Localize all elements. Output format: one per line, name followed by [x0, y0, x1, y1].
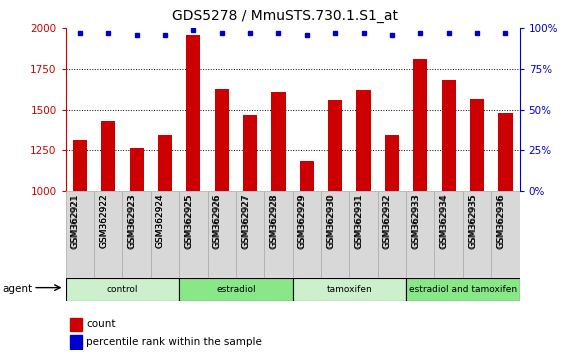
Bar — [179, 191, 207, 278]
Text: GSM362921: GSM362921 — [71, 194, 80, 249]
Text: GSM362925: GSM362925 — [184, 194, 194, 249]
Bar — [491, 191, 520, 278]
Text: GSM362925: GSM362925 — [184, 193, 194, 248]
Bar — [378, 191, 406, 278]
Bar — [292, 278, 406, 301]
Text: control: control — [107, 285, 138, 294]
Text: GSM362935: GSM362935 — [468, 193, 477, 248]
Text: GSM362934: GSM362934 — [440, 194, 449, 249]
Bar — [158, 135, 172, 191]
Bar — [300, 161, 314, 191]
Bar — [385, 135, 399, 191]
Text: GSM362935: GSM362935 — [468, 194, 477, 249]
Text: GSM362924: GSM362924 — [156, 194, 165, 249]
Text: GSM362930: GSM362930 — [326, 193, 335, 248]
Text: GSM362929: GSM362929 — [298, 194, 307, 249]
Bar — [207, 191, 236, 278]
Bar — [73, 140, 87, 191]
Text: GSM362932: GSM362932 — [383, 193, 392, 248]
Bar — [349, 191, 378, 278]
Text: GSM362926: GSM362926 — [213, 193, 222, 248]
Bar — [101, 121, 115, 191]
Text: tamoxifen: tamoxifen — [327, 285, 372, 294]
Bar — [66, 278, 179, 301]
Bar — [236, 191, 264, 278]
Text: GSM362927: GSM362927 — [241, 193, 250, 248]
Bar — [406, 278, 520, 301]
Bar — [406, 191, 435, 278]
Text: estradiol: estradiol — [216, 285, 256, 294]
Bar — [413, 59, 428, 191]
Text: GSM362932: GSM362932 — [383, 194, 392, 249]
Bar — [70, 318, 82, 331]
Bar — [441, 80, 456, 191]
Text: estradiol and tamoxifen: estradiol and tamoxifen — [409, 285, 517, 294]
Text: GSM362934: GSM362934 — [440, 193, 449, 248]
Text: GSM362926: GSM362926 — [213, 194, 222, 249]
Text: GSM362930: GSM362930 — [326, 194, 335, 249]
Text: GSM362922: GSM362922 — [99, 194, 108, 249]
Text: GSM362929: GSM362929 — [298, 193, 307, 248]
Bar — [470, 99, 484, 191]
Bar — [179, 278, 292, 301]
Bar — [186, 35, 200, 191]
Text: GSM362927: GSM362927 — [241, 194, 250, 249]
Bar — [66, 191, 94, 278]
Text: percentile rank within the sample: percentile rank within the sample — [86, 337, 262, 347]
Text: GDS5278 / MmuSTS.730.1.S1_at: GDS5278 / MmuSTS.730.1.S1_at — [172, 9, 399, 23]
Text: GSM362936: GSM362936 — [496, 194, 505, 249]
Text: GSM362928: GSM362928 — [270, 194, 279, 249]
Bar — [328, 100, 342, 191]
Text: GSM362923: GSM362923 — [127, 193, 136, 248]
Bar — [435, 191, 463, 278]
Text: GSM362928: GSM362928 — [270, 193, 279, 248]
Bar — [215, 88, 229, 191]
Text: GSM362924: GSM362924 — [156, 193, 165, 247]
Text: GSM362933: GSM362933 — [411, 194, 420, 249]
Bar — [264, 191, 292, 278]
Text: GSM362921: GSM362921 — [71, 193, 80, 248]
Text: GSM362931: GSM362931 — [355, 193, 364, 248]
Text: GSM362936: GSM362936 — [496, 193, 505, 248]
Bar — [356, 90, 371, 191]
Bar — [271, 92, 286, 191]
Bar — [130, 148, 144, 191]
Text: GSM362922: GSM362922 — [99, 193, 108, 247]
Bar — [151, 191, 179, 278]
Text: GSM362933: GSM362933 — [411, 193, 420, 248]
Bar — [122, 191, 151, 278]
Bar — [293, 191, 321, 278]
Bar — [463, 191, 491, 278]
Text: GSM362923: GSM362923 — [127, 194, 136, 249]
Bar — [94, 191, 122, 278]
Text: count: count — [86, 319, 115, 329]
Text: agent: agent — [3, 284, 33, 294]
Text: GSM362931: GSM362931 — [355, 194, 364, 249]
Bar — [70, 335, 82, 349]
Bar — [243, 115, 257, 191]
Bar — [498, 113, 513, 191]
Bar — [321, 191, 349, 278]
